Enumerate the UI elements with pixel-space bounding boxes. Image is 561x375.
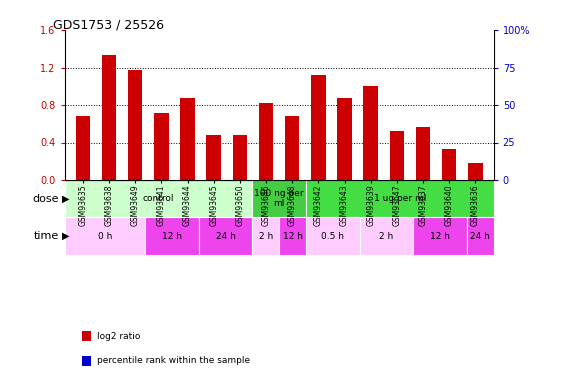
Text: dose: dose <box>33 194 59 204</box>
Bar <box>102 56 116 180</box>
Text: ▶: ▶ <box>62 194 69 204</box>
Point <box>79 58 88 64</box>
Bar <box>233 135 247 180</box>
Bar <box>82 331 91 341</box>
Point <box>157 57 166 63</box>
Bar <box>65 180 252 218</box>
Bar <box>128 70 142 180</box>
Bar <box>252 217 279 255</box>
Text: 100 ng per
ml: 100 ng per ml <box>254 189 304 209</box>
Point <box>314 48 323 54</box>
Text: 1 ug per ml: 1 ug per ml <box>374 194 426 203</box>
Bar <box>65 217 145 255</box>
Text: 12 h: 12 h <box>430 232 450 241</box>
Point <box>183 54 192 60</box>
Bar <box>285 116 300 180</box>
Bar <box>390 131 404 180</box>
Bar <box>413 217 467 255</box>
Text: 0 h: 0 h <box>98 232 112 241</box>
Text: percentile rank within the sample: percentile rank within the sample <box>96 356 250 365</box>
Text: GDS1753 / 25526: GDS1753 / 25526 <box>53 19 164 32</box>
Point <box>261 57 270 63</box>
Text: 2 h: 2 h <box>379 232 393 241</box>
Text: time: time <box>34 231 59 241</box>
Point <box>131 51 140 57</box>
Bar <box>306 180 494 218</box>
Bar <box>364 86 378 180</box>
Bar <box>76 116 90 180</box>
Point <box>288 60 297 66</box>
Bar <box>259 103 273 180</box>
Bar <box>467 217 494 255</box>
Point <box>340 57 349 63</box>
Point <box>392 66 401 72</box>
Point <box>419 63 427 69</box>
Text: log2 ratio: log2 ratio <box>96 332 140 340</box>
Text: 2 h: 2 h <box>259 232 273 241</box>
Text: 24 h: 24 h <box>470 232 490 241</box>
Bar <box>154 112 168 180</box>
Point <box>445 82 454 88</box>
Text: ▶: ▶ <box>62 231 69 241</box>
Bar <box>306 217 360 255</box>
Text: 24 h: 24 h <box>215 232 236 241</box>
Bar <box>442 149 457 180</box>
Bar <box>82 356 91 366</box>
Point <box>366 53 375 58</box>
Text: 12 h: 12 h <box>162 232 182 241</box>
Bar <box>279 217 306 255</box>
Point <box>471 84 480 90</box>
Bar <box>416 127 430 180</box>
Bar <box>337 98 352 180</box>
Bar <box>145 217 199 255</box>
Point <box>209 66 218 72</box>
Bar <box>180 99 195 180</box>
Text: 12 h: 12 h <box>283 232 302 241</box>
Bar <box>468 163 482 180</box>
Bar <box>206 135 221 180</box>
Bar <box>360 217 413 255</box>
Point <box>104 46 113 53</box>
Bar <box>252 180 306 218</box>
Text: 0.5 h: 0.5 h <box>321 232 344 241</box>
Bar <box>199 217 252 255</box>
Point <box>236 66 245 72</box>
Bar <box>311 75 325 180</box>
Text: control: control <box>142 194 174 203</box>
